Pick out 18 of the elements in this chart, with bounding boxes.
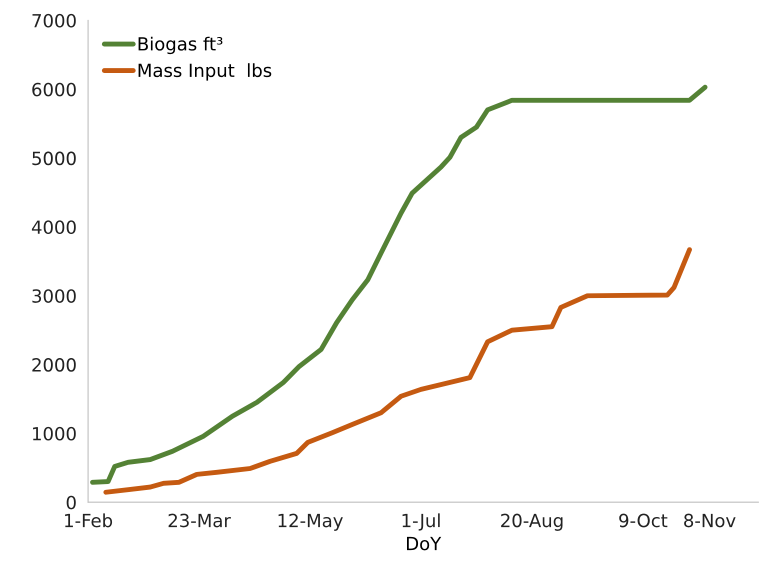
legend-label: Mass Input lbs — [138, 63, 272, 81]
x-tick-label: 1-Feb — [65, 513, 112, 528]
legend-label: Biogas ft³ — [138, 36, 222, 54]
y-tick-label: 2000 — [32, 358, 76, 372]
x-axis-title: DoY — [406, 536, 442, 550]
y-tick-label: 1000 — [33, 426, 76, 441]
y-tick-label: 6000 — [32, 82, 76, 96]
x-tick-label: 9-Oct — [619, 514, 668, 528]
y-tick-label: 3000 — [32, 289, 76, 303]
y-tick-label: 0 — [66, 496, 76, 510]
x-tick-label: 8-Nov — [684, 514, 736, 528]
y-tick-label: 7000 — [32, 14, 76, 28]
x-tick-label: 20-Aug — [501, 514, 562, 531]
x-tick-label: 12-May — [278, 514, 343, 531]
y-tick-label: 5000 — [32, 152, 76, 166]
x-tick-label: 23-Mar — [168, 514, 231, 528]
y-tick-label: 4000 — [32, 220, 76, 234]
x-tick-label: 1-Jul — [402, 513, 440, 531]
